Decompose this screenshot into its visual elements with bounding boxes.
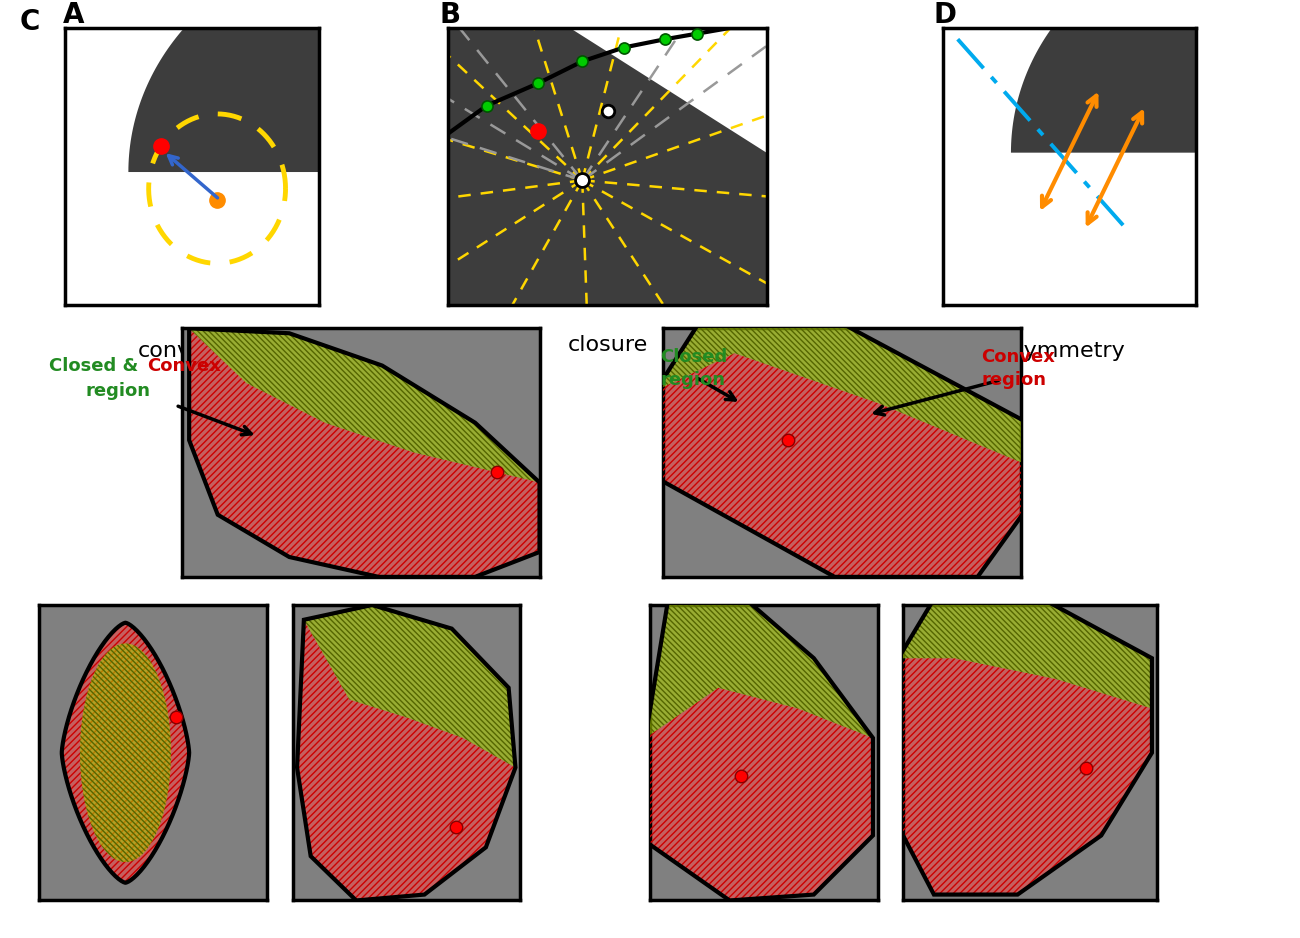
Text: region: region — [982, 371, 1046, 389]
Text: C: C — [20, 8, 40, 36]
Text: symmetry: symmetry — [1013, 340, 1126, 361]
Text: closure: closure — [568, 335, 647, 356]
Text: Convex: Convex — [982, 348, 1056, 366]
Text: region: region — [660, 371, 725, 389]
Polygon shape — [190, 328, 540, 577]
Polygon shape — [62, 623, 190, 883]
Polygon shape — [898, 658, 1152, 895]
Text: D: D — [933, 2, 957, 29]
Text: B: B — [439, 2, 460, 29]
Text: region: region — [86, 382, 151, 400]
Text: Closed: Closed — [660, 348, 728, 366]
Polygon shape — [129, 28, 318, 172]
Polygon shape — [898, 599, 1152, 708]
Polygon shape — [190, 328, 540, 482]
Polygon shape — [656, 324, 1028, 465]
Polygon shape — [646, 599, 874, 738]
Polygon shape — [81, 643, 172, 862]
Text: Closed &: Closed & — [49, 357, 144, 375]
Text: Convex: Convex — [147, 357, 221, 375]
Polygon shape — [296, 620, 515, 900]
Polygon shape — [1011, 28, 1196, 153]
Text: A: A — [62, 2, 84, 29]
Polygon shape — [646, 688, 874, 900]
Text: convexity: convexity — [138, 340, 246, 361]
Polygon shape — [656, 354, 1028, 577]
Polygon shape — [304, 605, 515, 767]
Polygon shape — [569, 28, 767, 153]
